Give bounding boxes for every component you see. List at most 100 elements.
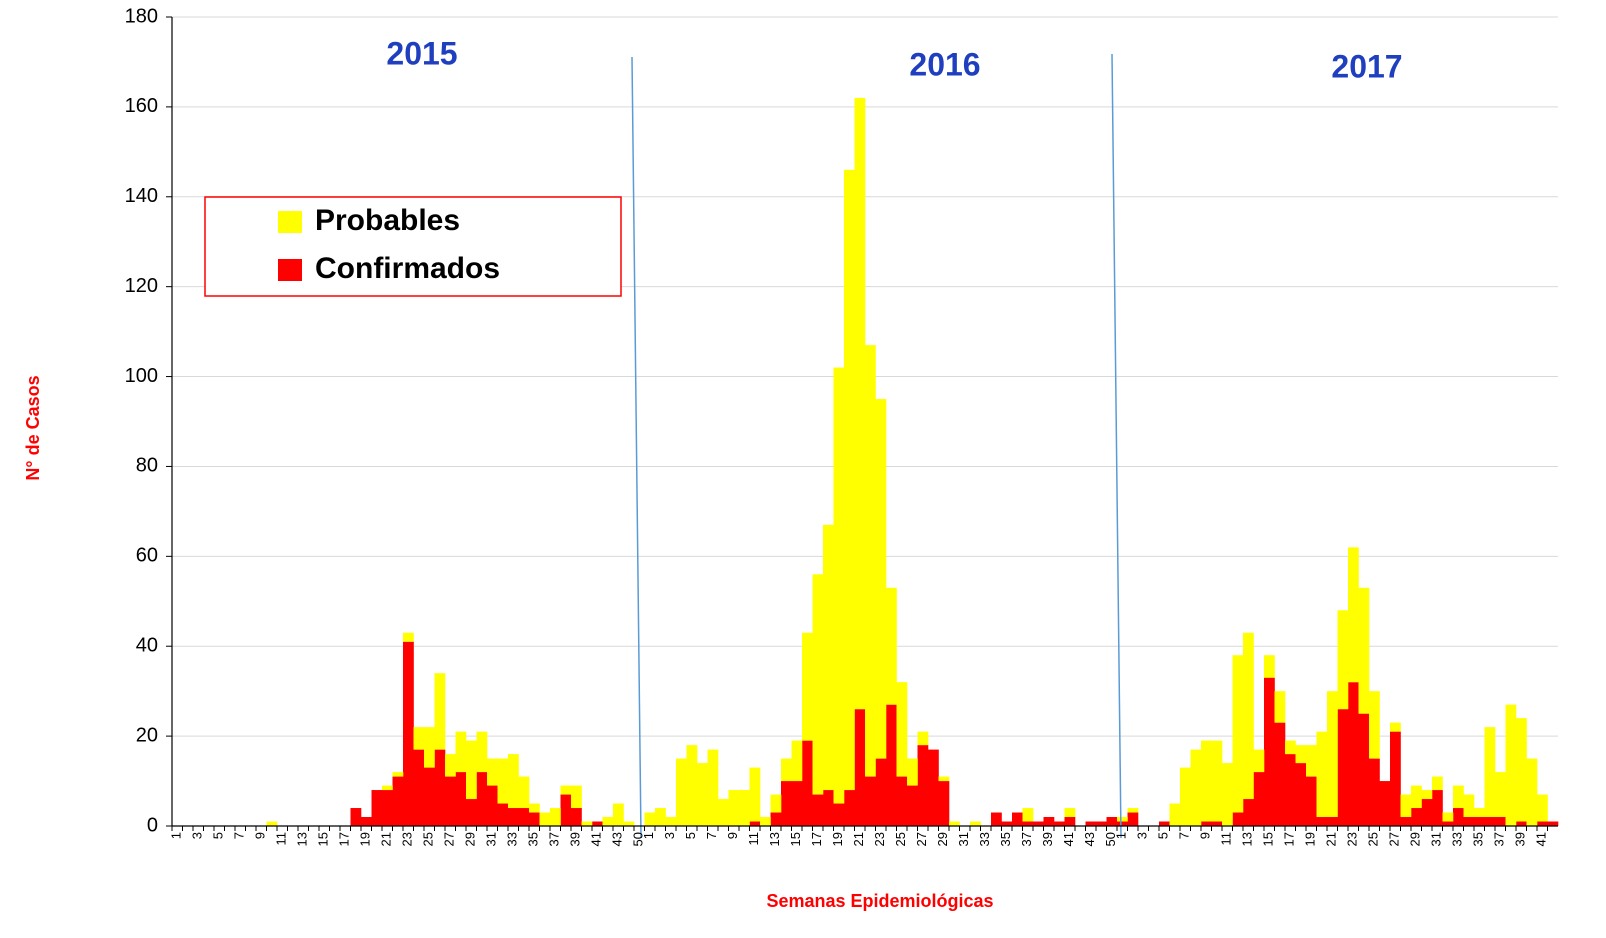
bar	[1117, 821, 1128, 826]
bar	[1295, 745, 1307, 764]
bar	[539, 812, 551, 826]
bar	[896, 682, 908, 777]
bar	[676, 758, 687, 826]
bar	[865, 776, 876, 826]
bar	[1180, 767, 1191, 826]
x-tick-label: 37	[547, 832, 562, 846]
x-tick-label: 23	[872, 832, 887, 846]
bar	[917, 731, 929, 746]
bar	[1064, 808, 1076, 818]
bar	[413, 749, 425, 826]
x-tick-label: 17	[337, 832, 352, 846]
bar	[781, 781, 792, 826]
x-tick-label: 27	[442, 832, 457, 846]
bar	[382, 785, 393, 791]
bar	[1358, 587, 1370, 714]
x-tick-label: 29	[463, 832, 478, 846]
x-tick-label: 9	[253, 832, 268, 839]
bar	[445, 754, 456, 777]
bar	[823, 790, 834, 826]
bar	[854, 97, 866, 710]
bar	[1369, 691, 1380, 759]
bar	[644, 812, 656, 826]
bar	[1463, 817, 1475, 826]
x-tick-label: 15	[788, 832, 803, 846]
x-tick-label: 15	[1261, 832, 1276, 846]
bar	[949, 821, 960, 826]
legend-swatch	[278, 259, 302, 281]
x-tick-label: 15	[316, 832, 331, 846]
bar	[1474, 817, 1485, 826]
x-tick-label: 41	[1534, 832, 1549, 846]
y-tick-label: 160	[125, 95, 158, 117]
legend-swatch	[278, 211, 302, 233]
bar	[928, 749, 939, 826]
x-tick-label: 27	[914, 832, 929, 846]
bar	[791, 740, 803, 782]
bar	[833, 803, 845, 826]
x-tick-label: 3	[190, 832, 205, 839]
bar	[907, 785, 918, 826]
bar	[760, 817, 771, 826]
x-tick-label: 29	[1408, 832, 1423, 846]
bar	[1274, 691, 1286, 723]
bar	[424, 727, 435, 768]
bar	[1232, 812, 1244, 826]
x-tick-label: 7	[704, 832, 719, 839]
bar	[1243, 632, 1254, 800]
bar	[1043, 817, 1055, 826]
bar	[1484, 727, 1496, 818]
bar	[508, 754, 519, 809]
bar	[518, 776, 530, 809]
bar	[896, 776, 908, 826]
bar	[1348, 682, 1359, 826]
x-tick-label: 11	[1219, 832, 1234, 846]
bar	[361, 817, 372, 826]
bar	[1264, 677, 1275, 826]
bar	[1022, 821, 1034, 826]
y-tick-label: 40	[136, 635, 158, 657]
bar	[602, 817, 614, 826]
year-label: 2016	[909, 46, 980, 82]
bar	[1516, 718, 1527, 822]
bar	[1117, 817, 1128, 822]
bar	[1285, 740, 1296, 755]
bar	[1253, 749, 1265, 773]
x-tick-label: 5	[1156, 832, 1171, 839]
bar	[455, 772, 467, 826]
bar	[1211, 821, 1223, 826]
bar	[1211, 740, 1223, 822]
bar	[1348, 547, 1359, 683]
x-tick-label: 29	[935, 832, 950, 846]
x-tick-label: 9	[725, 832, 740, 839]
bar	[592, 821, 603, 826]
bar	[1442, 812, 1454, 822]
bar	[1106, 817, 1118, 826]
y-tick-label: 180	[125, 5, 158, 27]
x-tick-label: 33	[505, 832, 520, 846]
bar	[1253, 772, 1265, 826]
x-tick-label: 31	[956, 832, 971, 846]
bar	[1400, 817, 1412, 826]
x-tick-label: 50	[631, 832, 646, 846]
bar	[613, 803, 624, 826]
bar	[1432, 790, 1443, 826]
y-tick-label: 60	[136, 545, 158, 567]
bar	[1537, 794, 1548, 822]
x-tick-label: 1	[1114, 832, 1129, 839]
x-tick-label: 23	[400, 832, 415, 846]
y-tick-label: 20	[136, 724, 158, 746]
x-tick-label: 21	[1324, 832, 1339, 846]
y-tick-label: 100	[125, 365, 158, 387]
bar	[1316, 817, 1328, 826]
bar	[802, 632, 813, 741]
bar	[476, 772, 488, 826]
x-tick-label: 13	[295, 832, 310, 846]
year-label: 2017	[1331, 48, 1402, 84]
x-tick-label: 37	[1492, 832, 1507, 846]
x-tick-label: 37	[1019, 832, 1034, 846]
bar	[1012, 812, 1023, 826]
year-label: 2015	[386, 35, 457, 71]
bar	[266, 821, 278, 826]
bar	[844, 169, 855, 791]
